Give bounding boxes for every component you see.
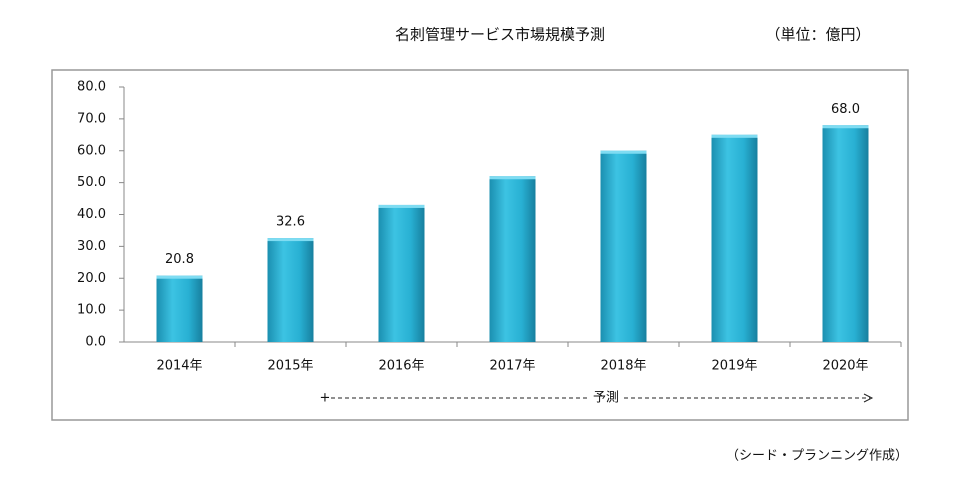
forecast-start: + bbox=[320, 391, 331, 406]
bar bbox=[156, 275, 203, 342]
y-tick-label: 40.0 bbox=[77, 207, 106, 222]
bar bbox=[267, 238, 314, 342]
bar-cap bbox=[489, 176, 536, 180]
forecast-label: 予測 bbox=[593, 391, 619, 406]
bar bbox=[489, 176, 536, 342]
y-tick-label: 30.0 bbox=[77, 239, 106, 254]
y-tick-label: 0.0 bbox=[85, 335, 106, 350]
bar-cap bbox=[267, 238, 314, 242]
bar bbox=[600, 150, 647, 342]
y-tick-label: 20.0 bbox=[77, 271, 106, 286]
x-tick-label: 2014年 bbox=[156, 359, 202, 374]
bar-cap bbox=[156, 275, 203, 279]
y-tick-label: 60.0 bbox=[77, 143, 106, 158]
x-tick-label: 2020年 bbox=[822, 359, 868, 374]
x-tick-label: 2019年 bbox=[711, 359, 757, 374]
bar-cap bbox=[378, 204, 425, 208]
bar-cap bbox=[822, 125, 869, 129]
x-tick-label: 2018年 bbox=[600, 359, 646, 374]
unit-label: （単位：億円） bbox=[765, 26, 870, 44]
x-tick-label: 2017年 bbox=[489, 359, 535, 374]
y-tick-label: 50.0 bbox=[77, 175, 106, 190]
bar-cap bbox=[600, 150, 647, 154]
x-tick-label: 2016年 bbox=[378, 359, 424, 374]
bar bbox=[378, 204, 425, 342]
chart-title: 名刺管理サービス市場規模予測 bbox=[395, 26, 605, 44]
y-tick-label: 80.0 bbox=[77, 80, 106, 95]
y-tick-label: 10.0 bbox=[77, 303, 106, 318]
x-tick-label: 2015年 bbox=[267, 359, 313, 374]
bar bbox=[711, 134, 758, 342]
bar bbox=[822, 125, 869, 342]
bar-cap bbox=[711, 134, 758, 138]
y-tick-label: 70.0 bbox=[77, 111, 106, 126]
plot-frame bbox=[51, 69, 909, 421]
forecast-arrow bbox=[863, 393, 874, 403]
value-label: 68.0 bbox=[831, 102, 860, 117]
value-label: 20.8 bbox=[165, 252, 194, 267]
source-note: （シード・プランニング作成） bbox=[726, 449, 908, 464]
value-label: 32.6 bbox=[276, 215, 305, 230]
